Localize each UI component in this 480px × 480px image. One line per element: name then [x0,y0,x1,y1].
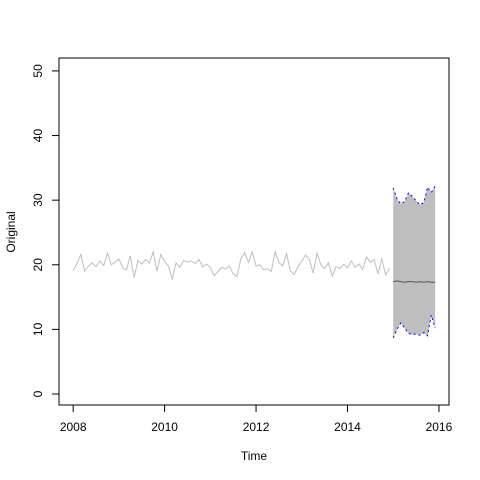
x-axis-label: Time [241,449,268,463]
forecast-band [393,185,436,338]
y-tick-label: 20 [31,258,45,272]
y-tick-label: 30 [31,193,45,207]
y-tick-label: 40 [31,129,45,143]
plot-frame [58,57,450,406]
x-tick-label: 2012 [243,420,270,434]
y-tick-label: 10 [31,322,45,336]
lower-bound [392,315,436,339]
forecast-mean [393,280,436,283]
y-tick-label: 0 [31,390,45,397]
upper-bound [392,185,436,206]
x-tick-label: 2008 [60,420,87,434]
x-tick-label: 2016 [426,420,453,434]
y-axis-label: Original [4,211,18,252]
x-tick-label: 2010 [151,420,178,434]
x-tick-label: 2014 [334,420,361,434]
y-tick-label: 50 [31,64,45,78]
series-line [72,249,390,281]
